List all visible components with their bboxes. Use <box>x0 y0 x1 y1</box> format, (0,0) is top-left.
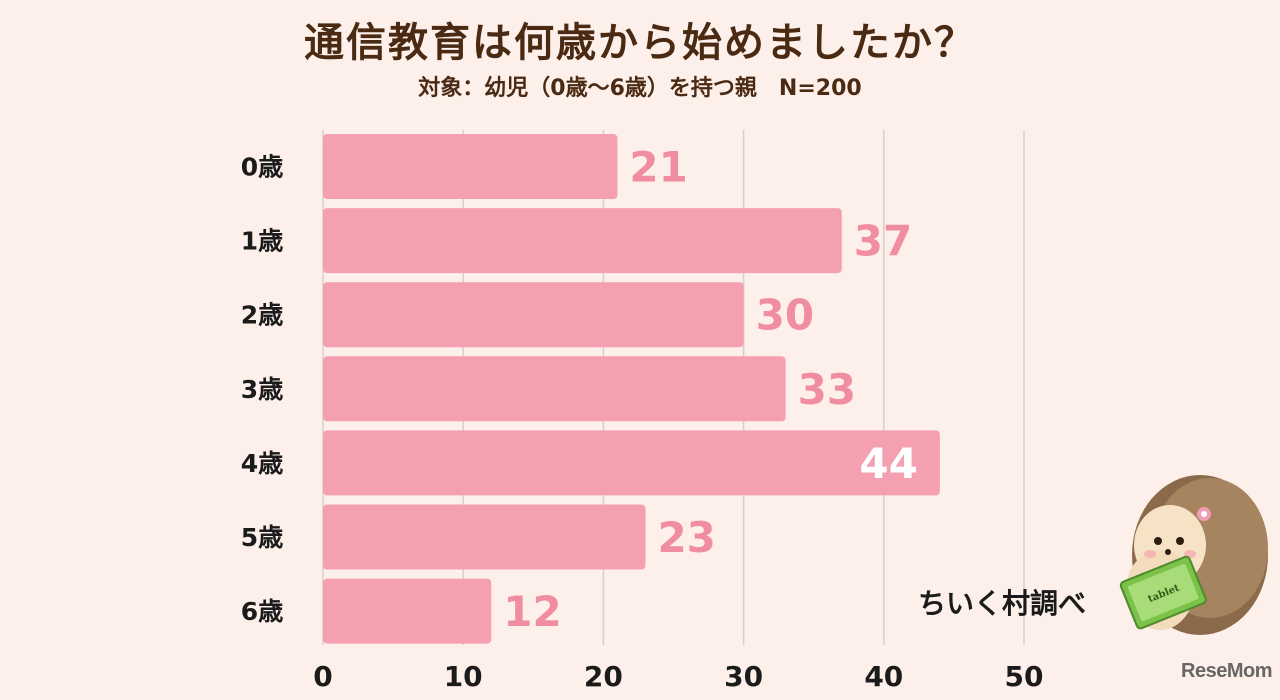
x-axis-ticks: 0 10 20 30 40 50 <box>313 660 1043 693</box>
value-label: 21 <box>629 143 687 192</box>
x-tick-label: 30 <box>724 660 763 693</box>
chart-title: 通信教育は何歳から始めましたか？ <box>304 20 976 66</box>
bar <box>323 282 744 348</box>
bar <box>323 504 646 570</box>
bar <box>323 356 786 422</box>
chart-subtitle: 対象：幼児（0歳～6歳）を持つ親 N=200 <box>418 76 862 101</box>
category-label: 4歳 <box>241 449 283 478</box>
value-label: 44 <box>859 439 917 488</box>
value-label: 12 <box>503 587 561 636</box>
category-label: 0歳 <box>241 153 283 182</box>
x-tick-label: 40 <box>864 660 903 693</box>
value-label: 30 <box>756 291 814 340</box>
category-label: 5歳 <box>241 523 283 552</box>
bar <box>323 134 618 199</box>
category-label: 1歳 <box>241 227 283 256</box>
hedgehog-mascot-illustration: tablet <box>1119 475 1268 635</box>
x-tick-label: 20 <box>584 660 623 693</box>
resemom-watermark-logo: ReseMom <box>1181 660 1272 682</box>
value-label: 33 <box>798 365 856 414</box>
category-label: 6歳 <box>241 597 283 626</box>
x-tick-label: 50 <box>1005 660 1044 693</box>
bar <box>323 578 492 644</box>
bar <box>323 430 940 496</box>
x-tick-label: 0 <box>313 660 332 693</box>
category-labels: 0歳 1歳 2歳 3歳 4歳 5歳 6歳 <box>241 153 283 627</box>
source-credit: ちいく村調べ <box>918 587 1087 620</box>
value-label: 23 <box>657 513 715 562</box>
bar <box>323 208 842 274</box>
category-label: 3歳 <box>241 375 283 404</box>
value-label: 37 <box>854 217 912 266</box>
x-tick-label: 10 <box>444 660 483 693</box>
bars <box>323 134 940 644</box>
category-label: 2歳 <box>241 301 283 330</box>
